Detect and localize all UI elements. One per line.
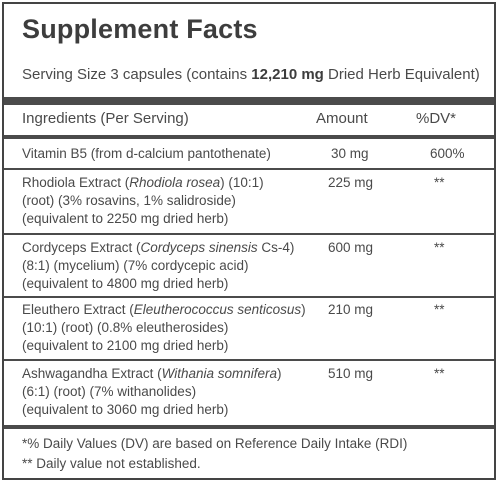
dv-rhodiola: ** [434,175,445,190]
amount-rhodiola: 225 mg [328,175,374,190]
dv-eleuthero: ** [434,302,445,317]
header-dv: %DV* [416,110,457,127]
ingredient-rhodiola-name: Rhodiola Extract (Rhodiola rosea) (10:1) [22,175,264,190]
ingredient-cordyceps-detail: (8:1) (mycelium) (7% cordycepic acid) [22,258,249,273]
amount-vitamin-b5: 30 mg [331,146,369,161]
amount-ashwagandha: 510 mg [328,366,374,381]
amount-cordyceps: 600 mg [328,240,374,255]
ingredient-ashwagandha-equivalent: (equivalent to 3060 mg dried herb) [22,402,229,417]
ingredient-vitamin-b5: Vitamin B5 (from d-calcium pantothenate) [22,146,271,161]
ingredient-eleuthero-name: Eleuthero Extract (Eleutherococcus senti… [22,302,306,317]
dv-ashwagandha: ** [434,366,445,381]
row-divider [4,359,494,361]
panel-title: Supplement Facts [22,14,258,44]
bottom-divider [4,425,494,429]
dv-cordyceps: ** [434,240,445,255]
dv-vitamin-b5: 600% [430,146,465,161]
row-divider [4,233,494,235]
header-divider [4,135,494,139]
ingredient-rhodiola-equivalent: (equivalent to 2250 mg dried herb) [22,211,229,226]
footnote-dv: *% Daily Values (DV) are based on Refere… [22,436,408,451]
serving-amount: 12,210 mg [251,66,324,83]
ingredient-ashwagandha-name: Ashwagandha Extract (Withania somnifera) [22,366,282,381]
ingredient-eleuthero-equivalent: (equivalent to 2100 mg dried herb) [22,338,229,353]
supplement-facts-panel: Supplement Facts Serving Size 3 capsules… [2,2,496,480]
serving-prefix: Serving Size 3 capsules (contains [22,66,252,83]
header-amount: Amount [316,110,368,127]
ingredient-cordyceps-equivalent: (equivalent to 4800 mg dried herb) [22,276,229,291]
amount-eleuthero: 210 mg [328,302,374,317]
serving-suffix: Dried Herb Equivalent) [323,66,480,83]
serving-size: Serving Size 3 capsules (contains 12,210… [22,66,480,83]
ingredient-rhodiola-detail: (root) (3% rosavins, 1% salidroside) [22,193,236,208]
ingredient-cordyceps-name: Cordyceps Extract (Cordyceps sinensis Cs… [22,240,295,255]
thick-divider [4,97,494,105]
footnote-not-established: ** Daily value not established. [22,456,201,471]
ingredient-ashwagandha-detail: (6:1) (root) (7% withanolides) [22,384,197,399]
row-divider [4,168,494,170]
ingredient-eleuthero-detail: (10:1) (root) (0.8% eleutherosides) [22,320,229,335]
row-divider [4,296,494,298]
header-ingredients: Ingredients (Per Serving) [22,110,189,127]
